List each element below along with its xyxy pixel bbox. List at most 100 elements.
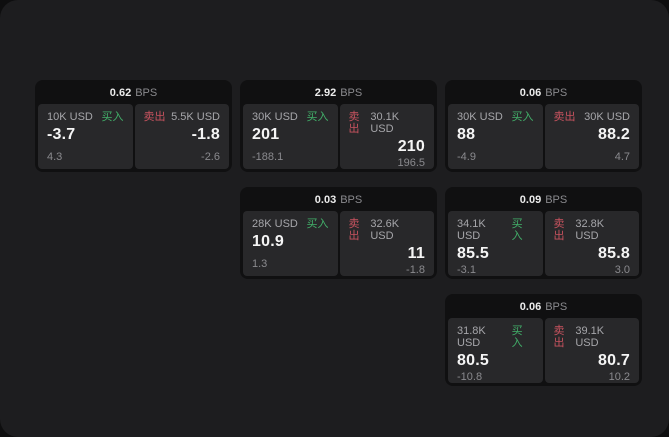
bps-unit-label: BPS [340,194,363,206]
sell-top-row: 卖出 32.8K USD [554,218,631,242]
sell-delta: 4.7 [614,150,630,163]
sell-side-label: 卖出 [348,218,360,243]
sell-delta: -2.6 [201,150,220,163]
quote-card: 0.06 BPS 30K USD 买入 88 -4.9 卖出 30K USD [445,80,642,172]
buy-sell-panels: 28K USD 买入 10.9 1.3 卖出 32.6K USD 11 -1.8 [243,211,434,276]
buy-side-label: 买入 [511,325,523,350]
buy-delta: -4.9 [457,150,476,163]
sell-panel[interactable]: 卖出 30.1K USD 210 196.5 [339,104,434,169]
sell-top-row: 卖出 5.5K USD [144,111,221,123]
bps-value: 2.92 [314,87,337,99]
buy-sell-panels: 30K USD 买入 201 -188.1 卖出 30.1K USD 210 1… [243,104,434,169]
sell-price: 88.2 [598,126,630,144]
bps-header: 0.03 BPS [243,190,434,211]
sell-size: 5.5K USD [171,111,220,123]
sell-panel[interactable]: 卖出 32.6K USD 11 -1.8 [339,211,434,276]
buy-top-row: 31.8K USD 买入 [457,325,534,349]
sell-panel[interactable]: 卖出 39.1K USD 80.7 10.2 [544,318,639,383]
buy-side-label: 买入 [511,218,523,243]
buy-delta: -188.1 [252,150,284,163]
buy-size: 30K USD [252,111,298,123]
sell-top-row: 卖出 39.1K USD [554,325,631,349]
sell-top-row: 卖出 30.1K USD [349,111,426,135]
buy-delta: 4.3 [47,150,63,163]
bps-unit-label: BPS [545,194,568,206]
sell-side-label: 卖出 [348,111,360,136]
sell-delta: 196.5 [397,156,425,169]
buy-size: 30K USD [457,111,503,123]
sell-price: 210 [397,138,425,156]
buy-side-label: 买入 [306,218,329,230]
buy-price: 10.9 [252,233,284,251]
sell-delta: 10.2 [608,370,630,383]
buy-sell-panels: 31.8K USD 买入 80.5 -10.8 卖出 39.1K USD 80.… [448,318,639,383]
quote-card: 2.92 BPS 30K USD 买入 201 -188.1 卖出 30.1K … [240,80,437,172]
buy-delta: -10.8 [457,370,483,383]
sell-panel[interactable]: 卖出 30K USD 88.2 4.7 [544,104,639,169]
sell-delta: 3.0 [614,263,630,276]
quote-card-grid: 0.62 BPS 10K USD 买入 -3.7 4.3 卖出 5.5K USD [35,80,642,386]
quote-card: 0.62 BPS 10K USD 买入 -3.7 4.3 卖出 5.5K USD [35,80,232,172]
bps-unit-label: BPS [340,87,363,99]
bps-value: 0.62 [109,87,132,99]
bps-header: 2.92 BPS [243,83,434,104]
sell-panel[interactable]: 卖出 32.8K USD 85.8 3.0 [544,211,639,276]
buy-sell-panels: 30K USD 买入 88 -4.9 卖出 30K USD 88.2 4.7 [448,104,639,169]
bps-header: 0.06 BPS [448,297,639,318]
sell-size: 30.1K USD [370,111,400,136]
sell-price: -1.8 [191,126,220,144]
bps-unit-label: BPS [545,87,568,99]
buy-delta: -3.1 [457,263,476,276]
sell-top-row: 卖出 32.6K USD [349,218,426,242]
sell-side-label: 卖出 [553,218,565,243]
quote-card: 0.03 BPS 28K USD 买入 10.9 1.3 卖出 32.6K US… [240,187,437,279]
quote-card: 0.09 BPS 34.1K USD 买入 85.5 -3.1 卖出 32.8K… [445,187,642,279]
buy-price: 88 [457,126,476,144]
buy-panel[interactable]: 30K USD 买入 201 -188.1 [243,104,338,169]
sell-size: 39.1K USD [575,325,605,350]
buy-price: 201 [252,126,280,144]
sell-top-row: 卖出 30K USD [554,111,631,123]
sell-side-label: 卖出 [143,111,166,123]
sell-size: 32.8K USD [575,218,605,243]
buy-top-row: 10K USD 买入 [47,111,124,123]
buy-panel[interactable]: 34.1K USD 买入 85.5 -3.1 [448,211,543,276]
buy-top-row: 30K USD 买入 [252,111,329,123]
sell-delta: -1.8 [406,263,425,276]
sell-size: 32.6K USD [370,218,400,243]
bps-value: 0.03 [314,194,337,206]
buy-top-row: 34.1K USD 买入 [457,218,534,242]
buy-size: 34.1K USD [457,218,486,243]
buy-panel[interactable]: 28K USD 买入 10.9 1.3 [243,211,338,276]
buy-size: 31.8K USD [457,325,486,350]
buy-size: 10K USD [47,111,93,123]
buy-side-label: 买入 [511,111,534,123]
buy-size: 28K USD [252,218,298,230]
bps-value: 0.06 [519,301,542,313]
buy-side-label: 买入 [306,111,329,123]
sell-price: 11 [407,245,425,263]
buy-top-row: 28K USD 买入 [252,218,329,230]
buy-price: -3.7 [47,126,76,144]
buy-panel[interactable]: 10K USD 买入 -3.7 4.3 [38,104,133,169]
bps-header: 0.06 BPS [448,83,639,104]
bps-value: 0.09 [519,194,542,206]
sell-size: 30K USD [584,111,630,123]
buy-delta: 1.3 [252,257,268,270]
quote-card: 0.06 BPS 31.8K USD 买入 80.5 -10.8 卖出 39.1… [445,294,642,386]
buy-price: 85.5 [457,245,489,263]
sell-panel[interactable]: 卖出 5.5K USD -1.8 -2.6 [134,104,229,169]
buy-price: 80.5 [457,352,489,370]
buy-sell-panels: 10K USD 买入 -3.7 4.3 卖出 5.5K USD -1.8 -2.… [38,104,229,169]
sell-side-label: 卖出 [553,325,565,350]
buy-top-row: 30K USD 买入 [457,111,534,123]
bps-header: 0.09 BPS [448,190,639,211]
sell-side-label: 卖出 [553,111,576,123]
sell-price: 85.8 [598,245,630,263]
bps-header: 0.62 BPS [38,83,229,104]
bps-value: 0.06 [519,87,542,99]
buy-panel[interactable]: 30K USD 买入 88 -4.9 [448,104,543,169]
bps-unit-label: BPS [545,301,568,313]
buy-panel[interactable]: 31.8K USD 买入 80.5 -10.8 [448,318,543,383]
